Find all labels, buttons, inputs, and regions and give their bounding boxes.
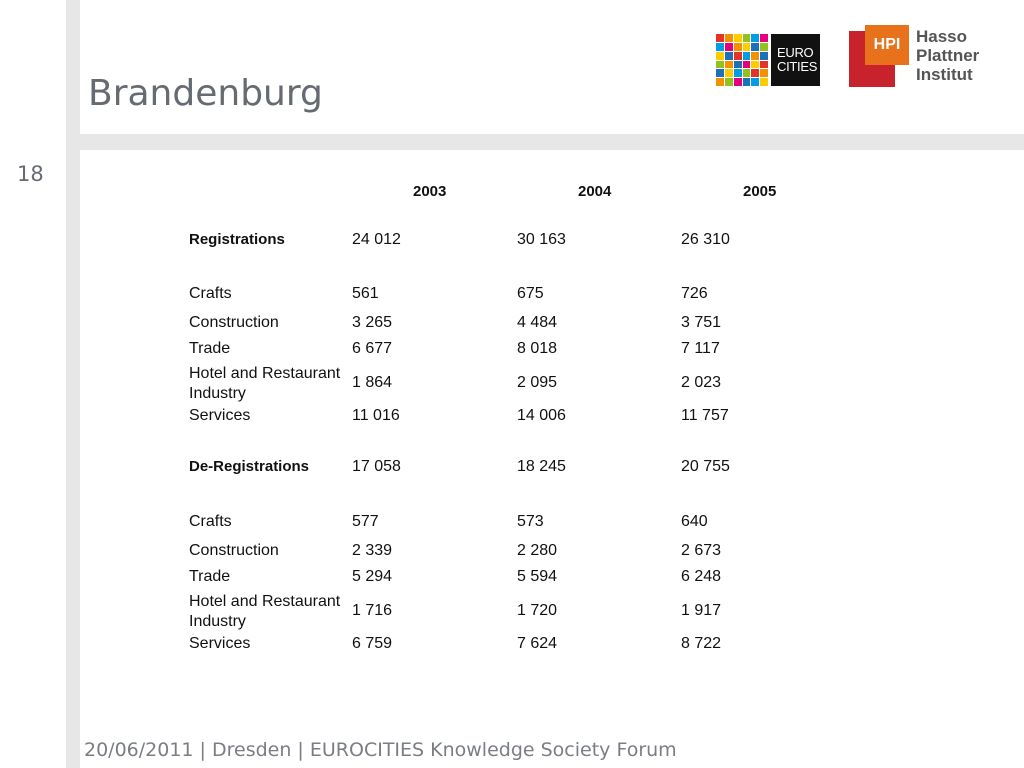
hpi-line3: Institut	[916, 65, 973, 84]
row-label: Services	[189, 407, 251, 424]
table-cell: 7 624	[517, 635, 558, 652]
table-cell: 6 759	[352, 635, 393, 652]
table-cell: 18 245	[517, 458, 566, 475]
slide-number: 18	[17, 162, 44, 186]
hpi-line2: Plattner	[916, 46, 980, 65]
table-cell: 2 280	[517, 542, 558, 559]
row-label: Services	[189, 635, 251, 652]
year-header: 2004	[578, 183, 612, 200]
table-cell: 11 757	[681, 407, 729, 424]
table-cell: 5 294	[352, 568, 393, 585]
table-cell: 7 117	[681, 340, 720, 357]
table-cell: 2 673	[681, 542, 722, 559]
table-cell: 2 023	[681, 374, 722, 391]
table-cell: 1 716	[352, 602, 393, 619]
table-cell: 3 751	[681, 314, 722, 331]
table-cell: 640	[681, 513, 708, 530]
row-label: Construction	[189, 542, 279, 559]
year-header: 2005	[743, 183, 777, 200]
table-cell: 2 095	[517, 374, 558, 391]
table-cell: 20 755	[681, 458, 730, 475]
footer-text: 20/06/2011 | Dresden | EUROCITIES Knowle…	[84, 739, 677, 761]
table-cell: 3 265	[352, 314, 393, 331]
table-cell: 6 677	[352, 340, 393, 357]
slide-title: Brandenburg	[88, 73, 323, 114]
row-label: Hotel and Restaurant Industry	[189, 593, 341, 630]
row-label: Construction	[189, 314, 279, 331]
table-cell: 17 058	[352, 458, 401, 475]
hpi-badge: HPI	[865, 25, 909, 65]
row-label: Trade	[189, 340, 231, 357]
table-cell: 561	[352, 285, 379, 302]
hpi-wordmark: Hasso Plattner Institut	[916, 27, 979, 84]
table-cell: 4 484	[517, 314, 558, 331]
table-cell: 24 012	[352, 231, 401, 248]
table-cell: 8 722	[681, 635, 722, 652]
table-cell: 1 917	[681, 602, 722, 619]
table-cell: 1 864	[352, 374, 393, 391]
table-cell: 11 016	[352, 407, 400, 424]
table-cell: 675	[517, 285, 544, 302]
table-cell: 26 310	[681, 231, 730, 248]
row-label: De-Registrations	[189, 458, 310, 475]
header-divider-bar	[66, 134, 1024, 150]
row-label: Crafts	[189, 285, 232, 302]
eurocities-line2: CITIES	[777, 59, 818, 74]
table-cell: 2 339	[352, 542, 393, 559]
table-cell: 6 248	[681, 568, 722, 585]
table-cell: 577	[352, 513, 379, 530]
row-label: Trade	[189, 568, 231, 585]
table-cell: 30 163	[517, 231, 566, 248]
left-accent-bar	[66, 0, 80, 768]
eurocities-mosaic-icon	[716, 34, 768, 86]
eurocities-line1: EURO	[777, 45, 814, 60]
year-header: 2003	[413, 183, 447, 200]
eurocities-wordmark: EURO CITIES	[771, 34, 820, 86]
table-cell: 5 594	[517, 568, 558, 585]
table-cell: 14 006	[517, 407, 566, 424]
table-cell: 8 018	[517, 340, 558, 357]
table-cell: 1 720	[517, 602, 558, 619]
row-label: Crafts	[189, 513, 232, 530]
table-cell: 573	[517, 513, 544, 530]
table-cell: 726	[681, 285, 708, 302]
hpi-line1: Hasso	[916, 27, 968, 46]
eurocities-logo: EURO CITIES	[716, 34, 820, 86]
row-label: Registrations	[189, 231, 285, 248]
row-label: Hotel and Restaurant Industry	[189, 365, 341, 402]
hpi-logo: HPI Hasso Plattner Institut	[849, 25, 989, 89]
